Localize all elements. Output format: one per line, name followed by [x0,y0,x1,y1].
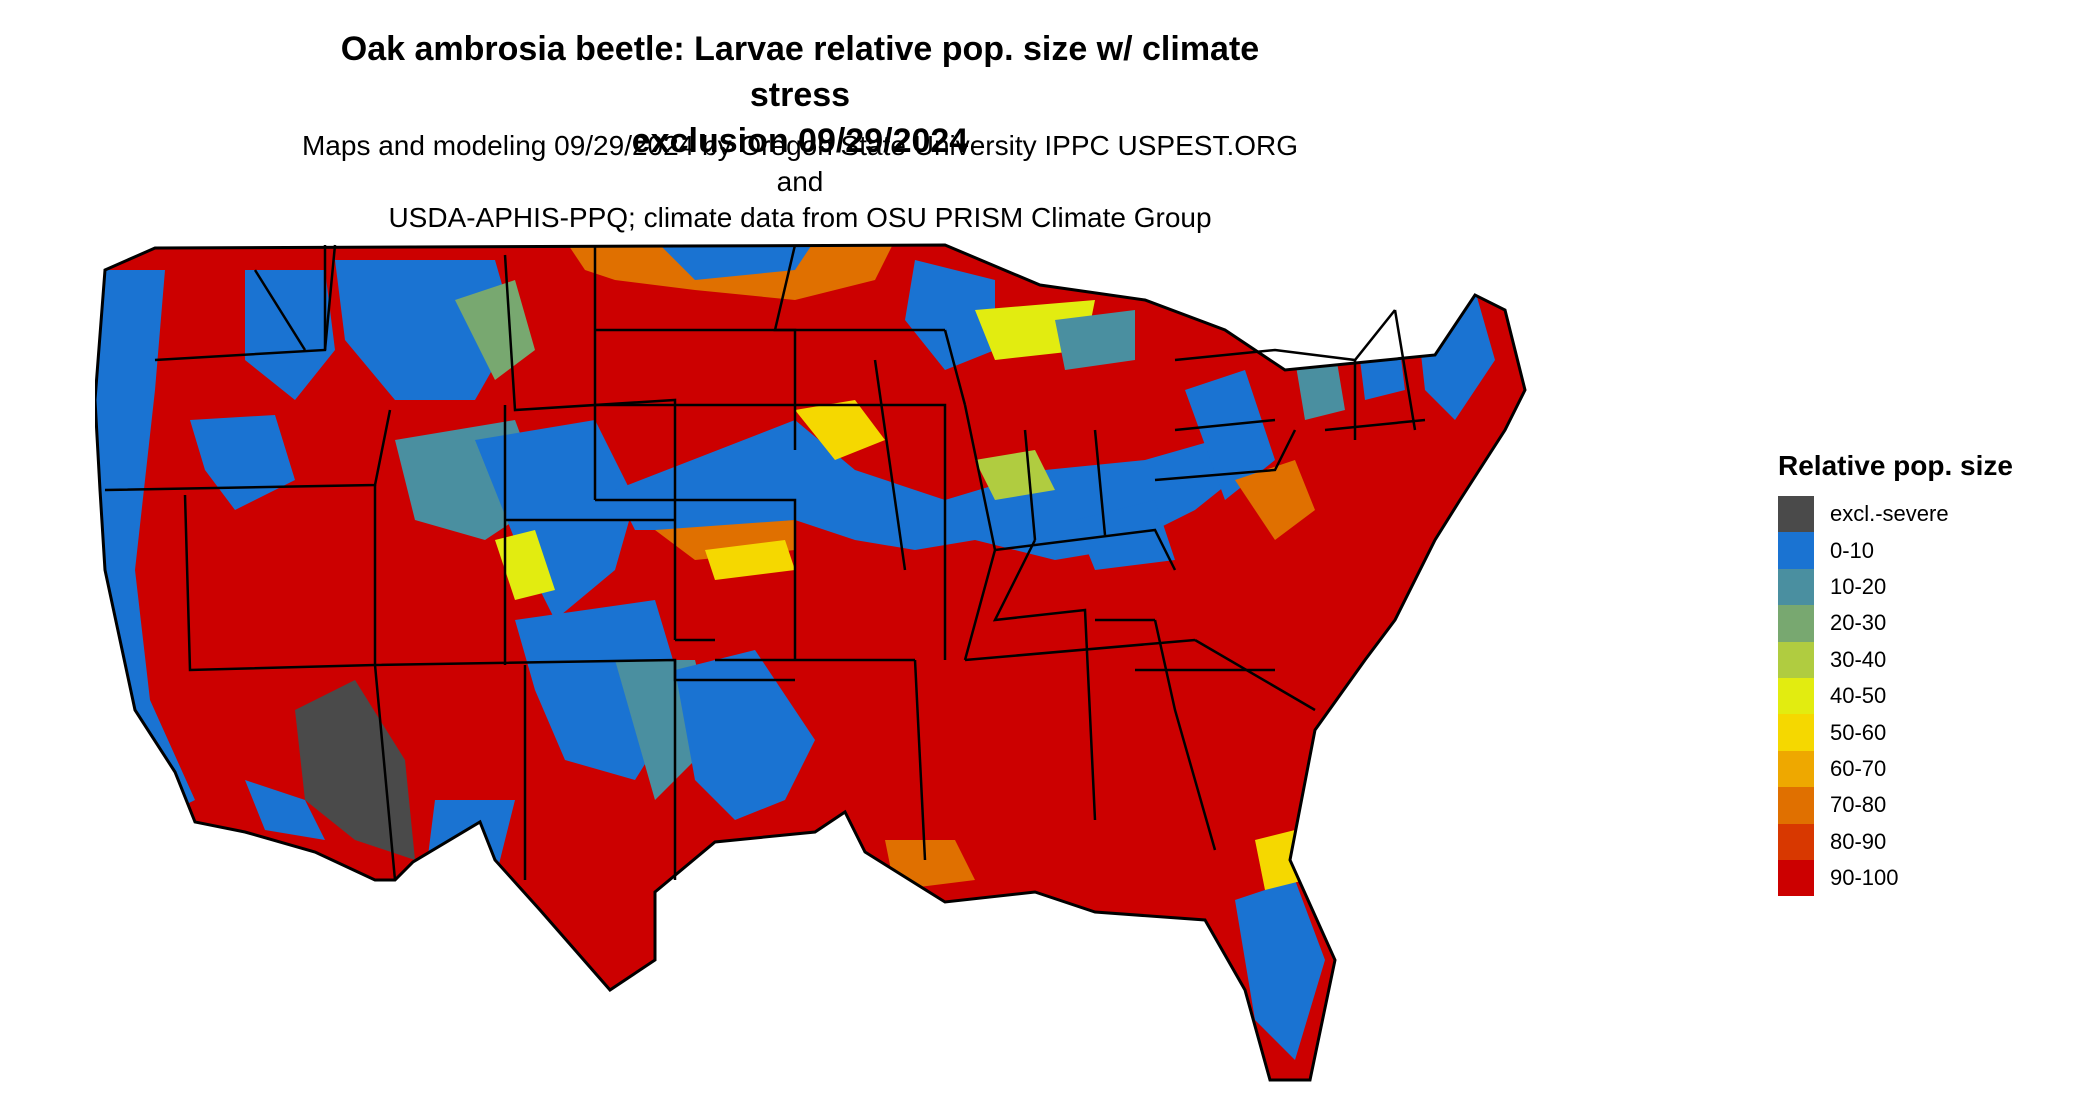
legend-label: 70-80 [1830,792,1887,818]
legend-label: 20-30 [1830,610,1887,636]
legend-swatch [1778,859,1814,897]
legend-item: 0-10 [1778,532,2013,569]
legend-swatch [1778,677,1814,715]
legend-swatch [1778,605,1814,642]
us-map [95,243,1527,1082]
legend-swatch [1778,568,1814,606]
legend-label: 50-60 [1830,719,1887,745]
legend-swatch [1778,823,1814,860]
legend-item: 30-40 [1778,641,2013,678]
legend-item: 20-30 [1778,605,2013,642]
legend-item: 10-20 [1778,568,2013,606]
population-fill [95,245,1525,1080]
map-subtitle-line1: Maps and modeling 09/29/2024 by Oregon S… [301,130,1299,197]
legend-swatch [1778,787,1814,824]
legend-label: 90-100 [1830,865,1899,891]
legend-swatch [1778,641,1814,678]
legend-label: 30-40 [1830,646,1887,672]
legend-swatch [1778,496,1814,533]
legend-item: 40-50 [1778,677,2013,715]
legend-item: 70-80 [1778,787,2013,824]
legend-label: excl.-severe [1830,501,1949,527]
legend-label: 80-90 [1830,828,1887,854]
map-title-line2: exclusion 09/29/2024 [631,122,969,160]
state-borders [104,244,1426,881]
map-title: Oak ambrosia beetle: Larvae relative pop… [300,26,1300,164]
legend-swatch [1778,750,1814,788]
legend: Relative pop. size excl.-severe 0-10 10-20… [1778,450,2013,897]
legend-label: 40-50 [1830,683,1887,709]
legend-items: excl.-severe 0-10 10-20 20-30 30-40 40-50 50-6… [1778,496,2013,897]
map-subtitle: Maps and modeling 09/29/2024 by Oregon S… [300,128,1300,236]
map-subtitle-line2: USDA-APHIS-PPQ; climate data from OSU PR… [388,202,1212,233]
legend-label: 0-10 [1830,537,1875,563]
legend-label: 60-70 [1830,755,1887,781]
legend-item: excl.-severe [1778,496,2013,533]
legend-item: 90-100 [1778,859,2013,897]
legend-title: Relative pop. size [1778,450,2013,481]
map-title-line1: Oak ambrosia beetle: Larvae relative pop… [340,30,1260,114]
legend-item: 50-60 [1778,714,2013,751]
legend-item: 80-90 [1778,823,2013,860]
legend-swatch [1778,532,1814,569]
legend-swatch [1778,714,1814,751]
legend-label: 10-20 [1830,573,1887,599]
legend-item: 60-70 [1778,750,2013,788]
